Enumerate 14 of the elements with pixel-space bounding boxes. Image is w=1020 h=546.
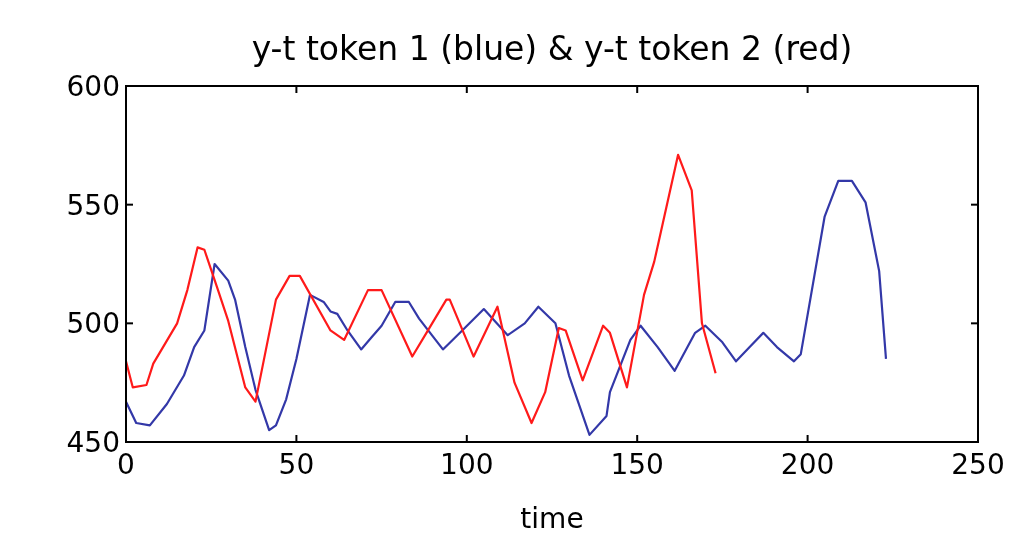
y-tick-label: 500 <box>66 307 120 341</box>
x-tick-label: 200 <box>780 448 835 481</box>
x-tick-label: 250 <box>951 448 1005 481</box>
x-tick-label: 0 <box>117 448 135 481</box>
x-axis-title: time <box>520 502 584 535</box>
x-tick-label: 150 <box>610 448 664 481</box>
y-tick-label: 600 <box>66 70 120 103</box>
x-tick-label: 100 <box>440 448 494 481</box>
line-series <box>124 153 717 425</box>
x-tick-label: 50 <box>278 448 315 481</box>
y-tick-label: 550 <box>66 188 120 222</box>
chart-title: y-t token 1 (blue) & y-t token 2 (red) <box>251 29 853 68</box>
y-tick-label: 450 <box>66 426 120 459</box>
line-series <box>124 179 888 436</box>
